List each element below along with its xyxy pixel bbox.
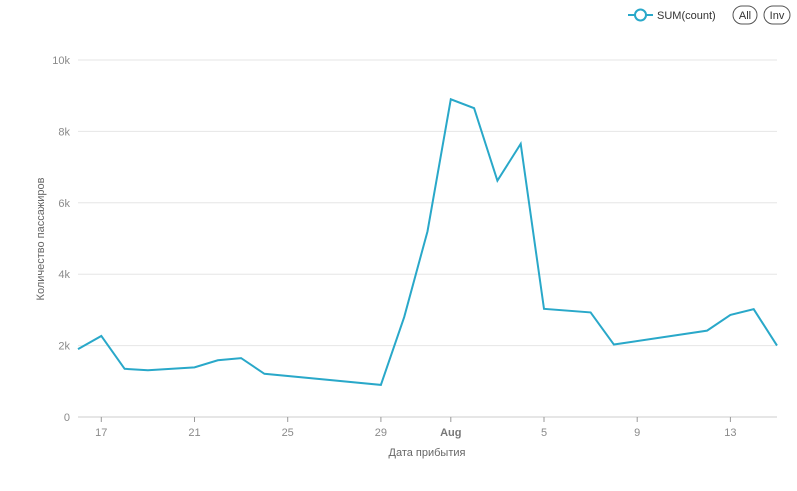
- legend-item-sum-count[interactable]: SUM(count): [628, 8, 716, 23]
- x-tick-label: 21: [188, 427, 200, 439]
- legend: SUM(count) All Inv: [628, 5, 791, 25]
- y-tick-label: 4k: [58, 269, 70, 281]
- x-tick-label: 17: [95, 427, 107, 439]
- axes: 0 2k 4k 6k 8k 10k 17 21 25 29 Aug 5 9 13: [52, 55, 777, 439]
- x-axis-title: Дата прибытия: [389, 447, 466, 459]
- y-axis-title: Количество пассажиров: [35, 177, 47, 300]
- x-tick-label: Aug: [440, 427, 461, 439]
- y-tick-label: 2k: [58, 341, 70, 353]
- legend-inv-pill: [763, 5, 791, 25]
- legend-all-label: All: [739, 10, 751, 22]
- grid-lines: [78, 59, 777, 347]
- series-layer: [77, 97, 778, 386]
- x-tick-label: 9: [634, 427, 640, 439]
- x-tick-label: 25: [282, 427, 294, 439]
- x-tick-label: 13: [724, 427, 736, 439]
- legend-series-label: SUM(count): [657, 10, 716, 22]
- series-line-sum-count[interactable]: [77, 97, 778, 386]
- y-tick-label: 0: [64, 412, 70, 424]
- legend-marker-icon: [634, 8, 647, 22]
- legend-all-button[interactable]: All: [732, 5, 758, 25]
- legend-inv-button[interactable]: Inv: [763, 5, 791, 25]
- x-tick-label: 29: [375, 427, 387, 439]
- x-tick-label: 5: [541, 427, 547, 439]
- y-tick-label: 6k: [58, 198, 70, 210]
- y-tick-label: 10k: [52, 55, 70, 67]
- legend-inv-label: Inv: [770, 10, 785, 22]
- y-tick-label: 8k: [58, 126, 70, 138]
- legend-all-pill: [732, 5, 758, 25]
